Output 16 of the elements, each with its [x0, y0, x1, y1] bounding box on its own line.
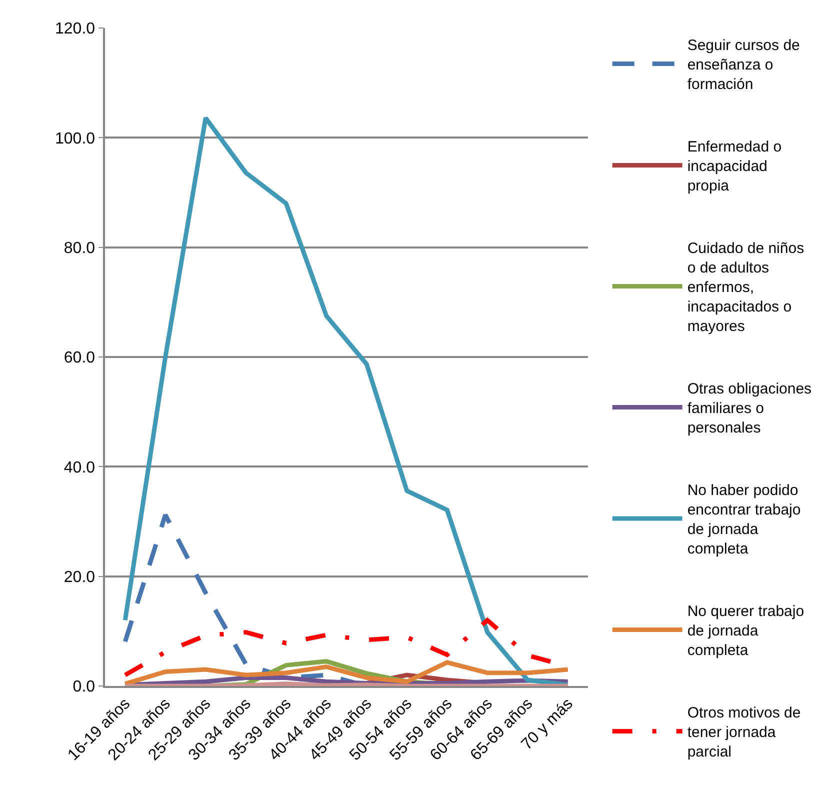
legend-label: Enfermedad o incapacidad propia: [687, 138, 782, 195]
y-tick-label: 80.0: [64, 240, 96, 257]
y-tick-label: 0.0: [72, 678, 96, 696]
y-tick-label: 120.0: [55, 20, 96, 38]
line-series: [122, 660, 570, 686]
legend-label: No querer trabajo de jornada completa: [687, 603, 804, 660]
y-tick-label: 100.0: [55, 130, 96, 148]
line-series: [122, 116, 570, 686]
y-tick-label: 60.0: [64, 350, 96, 367]
legend-label: Otros motivos de tener jornada parcial: [687, 704, 801, 761]
legend-label: No haber podido encontrar trabajo de jornada completa: [687, 482, 801, 558]
y-tick-label: 40.0: [64, 459, 96, 476]
legend-label: Cuidado de niños o de adultos enfermos, incapacitados o mayores: [687, 240, 804, 336]
legend-label: Otras obligaciones familiares o personales: [687, 380, 812, 437]
y-tick-label: 20.0: [64, 568, 96, 586]
legend-label: Seguir cursos de enseñanza o formación: [687, 37, 800, 94]
